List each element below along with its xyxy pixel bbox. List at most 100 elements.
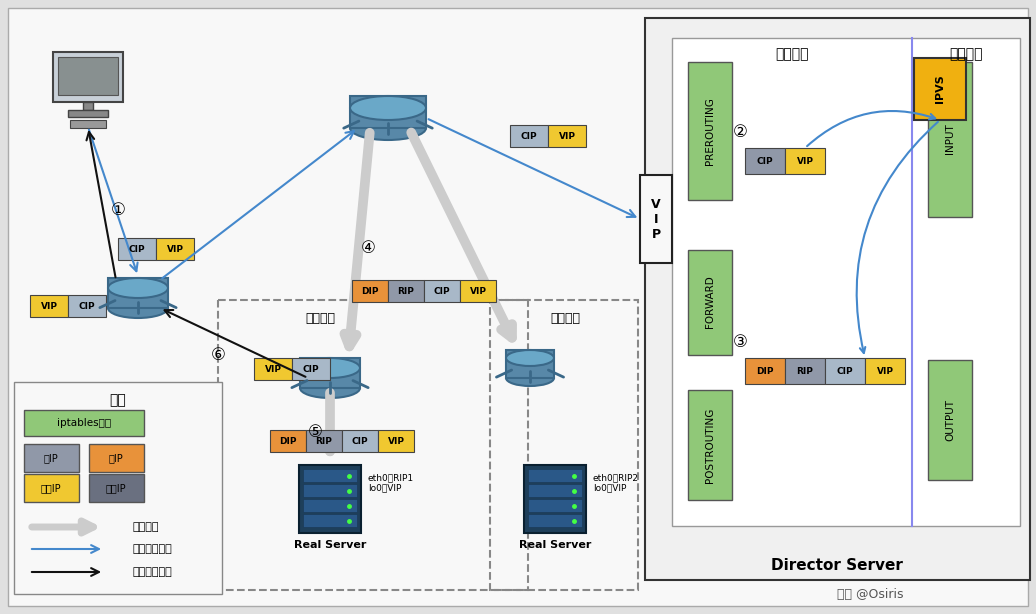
Bar — [270, 430, 306, 452]
Ellipse shape — [506, 370, 554, 386]
Text: CIP: CIP — [434, 287, 451, 295]
Bar — [342, 430, 378, 452]
Text: DIP: DIP — [756, 367, 774, 376]
Text: RIP: RIP — [398, 287, 414, 295]
Text: VIP: VIP — [876, 367, 893, 376]
Text: eth0：RIP2
lo0：VIP: eth0：RIP2 lo0：VIP — [593, 473, 639, 492]
Bar — [688, 250, 732, 355]
Bar — [58, 57, 118, 95]
Text: 用户空间: 用户空间 — [949, 47, 983, 61]
Bar — [70, 120, 106, 128]
Bar — [460, 280, 496, 302]
Text: VIP: VIP — [469, 287, 487, 295]
Text: OUTPUT: OUTPUT — [945, 399, 955, 441]
Text: ①: ① — [111, 201, 125, 219]
Bar — [68, 110, 108, 117]
Bar — [928, 62, 972, 217]
Text: 内核空间: 内核空间 — [775, 47, 809, 61]
Bar — [825, 358, 865, 384]
Text: CIP: CIP — [79, 301, 95, 311]
Bar — [24, 444, 79, 472]
Text: VIP: VIP — [40, 301, 58, 311]
Bar — [528, 499, 582, 512]
Bar — [24, 474, 79, 502]
Text: CIP: CIP — [351, 437, 369, 446]
Bar — [528, 514, 582, 527]
Text: Real Server: Real Server — [519, 540, 592, 550]
Bar — [352, 280, 388, 302]
Text: ⑤: ⑤ — [308, 423, 322, 441]
Text: CIP: CIP — [756, 157, 773, 166]
Text: 目标IP: 目标IP — [40, 483, 61, 493]
Text: 源IP: 源IP — [44, 453, 58, 463]
Bar — [108, 278, 168, 308]
Text: Real Server: Real Server — [294, 540, 366, 550]
Text: CIP: CIP — [521, 131, 538, 141]
Text: VIP: VIP — [558, 131, 576, 141]
Text: POSTROUTING: POSTROUTING — [706, 407, 715, 483]
Text: RIP: RIP — [316, 437, 333, 446]
Text: ④: ④ — [361, 239, 375, 257]
Ellipse shape — [108, 298, 168, 318]
Bar — [378, 430, 414, 452]
Text: 图注: 图注 — [110, 393, 126, 407]
Bar — [89, 474, 144, 502]
Text: 北京区域: 北京区域 — [550, 311, 580, 325]
Bar — [254, 358, 292, 380]
Ellipse shape — [300, 378, 359, 398]
Bar — [303, 484, 357, 497]
Text: 隧道流向: 隧道流向 — [132, 522, 159, 532]
Bar — [688, 390, 732, 500]
Text: RIP: RIP — [797, 367, 813, 376]
Bar — [672, 38, 1020, 526]
Ellipse shape — [108, 278, 168, 298]
Bar — [303, 514, 357, 527]
Text: 知乎 @Osiris: 知乎 @Osiris — [837, 588, 903, 602]
Bar — [524, 465, 586, 533]
Bar — [785, 148, 825, 174]
Bar — [303, 469, 357, 482]
Text: INPUT: INPUT — [945, 123, 955, 154]
Bar — [785, 358, 825, 384]
Bar — [745, 358, 785, 384]
Bar — [506, 350, 554, 378]
Bar — [548, 125, 586, 147]
Text: ⑥: ⑥ — [210, 346, 226, 364]
Bar — [303, 499, 357, 512]
Bar — [424, 280, 460, 302]
Bar — [24, 410, 144, 436]
Bar — [640, 175, 672, 263]
Text: VIP: VIP — [167, 244, 183, 254]
Text: VIP: VIP — [264, 365, 282, 373]
Text: 源IP: 源IP — [109, 453, 123, 463]
Bar — [928, 360, 972, 480]
Bar — [528, 469, 582, 482]
Text: DIP: DIP — [362, 287, 379, 295]
Text: 目标IP: 目标IP — [106, 483, 126, 493]
Text: IPVS: IPVS — [936, 75, 945, 103]
Text: VIP: VIP — [797, 157, 813, 166]
Bar — [388, 280, 424, 302]
Bar — [300, 358, 359, 388]
Bar — [218, 300, 528, 590]
Bar — [15, 382, 222, 594]
Bar — [89, 444, 144, 472]
Text: 请求报文流向: 请求报文流向 — [132, 544, 172, 554]
Bar — [865, 358, 905, 384]
Bar — [688, 62, 732, 200]
Bar — [299, 465, 361, 533]
Bar — [306, 430, 342, 452]
Bar — [118, 238, 156, 260]
Text: Director Server: Director Server — [771, 559, 903, 573]
Text: eth0：RIP1
lo0：VIP: eth0：RIP1 lo0：VIP — [368, 473, 414, 492]
Bar — [510, 125, 548, 147]
Bar — [83, 102, 93, 110]
Bar — [350, 96, 426, 128]
Text: ③: ③ — [732, 333, 747, 351]
Bar — [490, 300, 638, 590]
Text: iptables的链: iptables的链 — [57, 418, 111, 428]
Text: VIP: VIP — [387, 437, 404, 446]
Text: V
I
P: V I P — [652, 198, 661, 241]
Text: DIP: DIP — [280, 437, 296, 446]
Bar — [528, 484, 582, 497]
